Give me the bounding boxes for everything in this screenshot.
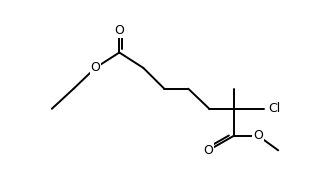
- Text: Cl: Cl: [268, 102, 280, 115]
- Text: O: O: [90, 61, 100, 74]
- Text: O: O: [204, 144, 213, 157]
- Text: O: O: [253, 129, 263, 142]
- Text: O: O: [114, 24, 124, 37]
